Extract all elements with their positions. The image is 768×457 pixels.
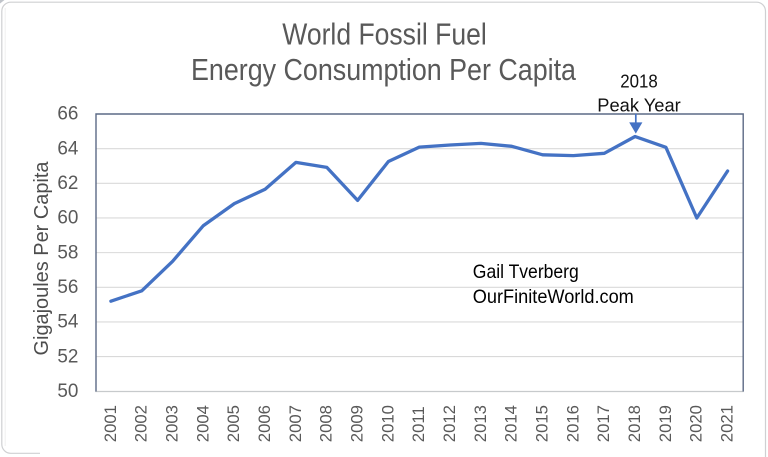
svg-text:2008: 2008 xyxy=(317,405,336,442)
svg-text:52: 52 xyxy=(57,346,78,367)
svg-text:2013: 2013 xyxy=(471,405,490,442)
svg-text:2012: 2012 xyxy=(440,405,459,442)
svg-text:2009: 2009 xyxy=(348,405,367,442)
svg-text:2001: 2001 xyxy=(101,405,120,442)
svg-text:2007: 2007 xyxy=(286,405,305,442)
svg-text:2018: 2018 xyxy=(625,405,644,442)
svg-text:56: 56 xyxy=(57,277,78,298)
svg-text:2011: 2011 xyxy=(409,406,428,442)
svg-text:60: 60 xyxy=(57,208,78,229)
svg-text:2002: 2002 xyxy=(132,405,151,442)
svg-text:64: 64 xyxy=(57,138,78,159)
svg-text:2016: 2016 xyxy=(563,405,582,442)
svg-text:2019: 2019 xyxy=(656,405,675,442)
svg-text:Gigajoules Per Capita: Gigajoules Per Capita xyxy=(31,161,53,356)
svg-text:OurFiniteWorld.com: OurFiniteWorld.com xyxy=(473,286,634,308)
svg-text:Peak Year: Peak Year xyxy=(597,96,681,116)
svg-text:2004: 2004 xyxy=(193,405,212,442)
svg-text:2005: 2005 xyxy=(224,405,243,442)
svg-text:2003: 2003 xyxy=(163,405,182,442)
svg-text:Gail Tverberg: Gail Tverberg xyxy=(473,261,579,283)
svg-text:50: 50 xyxy=(57,381,78,402)
svg-text:2015: 2015 xyxy=(533,405,552,442)
svg-text:58: 58 xyxy=(57,242,78,263)
svg-text:2006: 2006 xyxy=(255,405,274,442)
svg-text:66: 66 xyxy=(57,104,78,125)
svg-text:World Fossil Fuel: World Fossil Fuel xyxy=(282,17,487,52)
svg-text:62: 62 xyxy=(57,173,78,194)
svg-text:Energy Consumption Per Capita: Energy Consumption Per Capita xyxy=(191,52,577,87)
svg-text:54: 54 xyxy=(57,312,78,333)
svg-text:2017: 2017 xyxy=(594,405,613,442)
svg-text:2014: 2014 xyxy=(502,405,521,442)
svg-text:2021: 2021 xyxy=(718,405,737,442)
svg-text:2018: 2018 xyxy=(620,71,658,91)
svg-text:2020: 2020 xyxy=(687,405,706,442)
svg-text:2010: 2010 xyxy=(378,405,397,442)
